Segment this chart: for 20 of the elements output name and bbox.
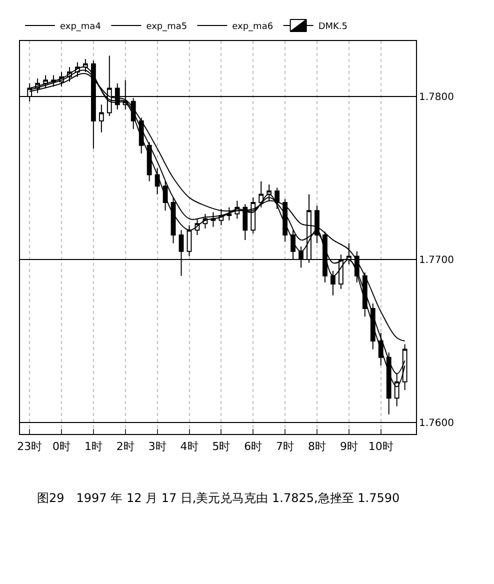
x-tick-label: 10时 (368, 440, 394, 454)
y-tick-label: 1.7600 (419, 418, 454, 430)
x-tick-label: 23时 (17, 440, 42, 454)
y-tick-label: 1.7800 (419, 92, 454, 103)
x-tick-label: 9时 (340, 440, 358, 454)
y-tick-label: 1.7700 (419, 255, 454, 266)
x-tick-label: 3时 (148, 440, 166, 454)
legend-label: exp_ma5 (146, 22, 188, 32)
x-tick-label: 4时 (180, 440, 198, 454)
legend-label: exp_ma6 (232, 22, 274, 32)
x-tick-label: 2时 (116, 440, 134, 454)
caption: 图29 1997 年 12 月 17 日,美元兑马克由 1.7825,急挫至 1.7590 (37, 491, 400, 505)
x-tick-label: 7时 (276, 440, 294, 454)
legend-label: exp_ma4 (60, 22, 102, 32)
x-tick-label: 1时 (84, 440, 102, 454)
legend-label: DMK.5 (318, 22, 348, 32)
x-tick-label: 6时 (244, 440, 262, 454)
x-tick-label: 8时 (308, 440, 326, 454)
x-tick-label: 5时 (212, 440, 230, 454)
x-tick-label: 0时 (52, 440, 71, 454)
